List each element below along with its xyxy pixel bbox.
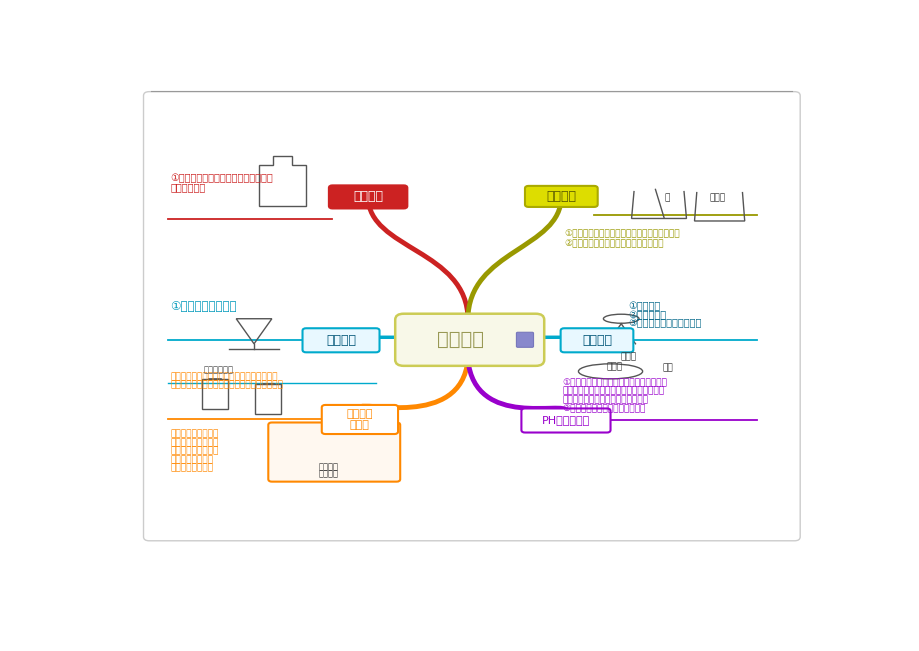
Text: 二氧化碳: 二氧化碳	[319, 469, 338, 478]
FancyBboxPatch shape	[268, 422, 400, 482]
Text: ①将浓硫酸缓慢倒入水中，并用玻璃棒不断搅拌: ①将浓硫酸缓慢倒入水中，并用玻璃棒不断搅拌	[563, 229, 679, 238]
FancyBboxPatch shape	[395, 314, 544, 366]
Text: 净的玻璃棒蘸取待测液点滴于试纸上，观察: 净的玻璃棒蘸取待测液点滴于试纸上，观察	[562, 387, 664, 395]
Text: 燃烧实验: 燃烧实验	[353, 191, 382, 203]
Text: PH的使用方法: PH的使用方法	[541, 415, 589, 426]
Text: 验验时要深入瓶中: 验验时要深入瓶中	[170, 464, 213, 473]
Text: ③不能用手去拿热的蒸发皿: ③不能用手去拿热的蒸发皿	[628, 318, 701, 328]
Text: 实验操作: 实验操作	[437, 330, 483, 350]
Text: 气体检验
与验满: 气体检验 与验满	[346, 409, 373, 430]
Text: ②不能将水倒入浓硫酸中，防止酸液飞溅: ②不能将水倒入浓硫酸中，防止酸液飞溅	[563, 238, 663, 247]
Text: 木棒熄灭: 木棒熄灭	[319, 462, 338, 471]
Text: 则是将带火星的木条伸入瓶中，现象则都是点燃: 则是将带火星的木条伸入瓶中，现象则都是点燃	[170, 380, 283, 389]
Text: 过滤操作: 过滤操作	[325, 334, 356, 347]
Text: 验满是放在瓶口，: 验满是放在瓶口，	[170, 455, 213, 464]
Text: ①一贴、二低、三靠: ①一贴、二低、三靠	[170, 299, 237, 312]
Text: 氢气验纯是带火星的木条对在瓶口，检验氢气: 氢气验纯是带火星的木条对在瓶口，检验氢气	[170, 372, 278, 381]
FancyBboxPatch shape	[322, 405, 398, 434]
FancyBboxPatch shape	[560, 328, 632, 352]
FancyBboxPatch shape	[329, 186, 407, 208]
Text: ②玻璃棒搅拌: ②玻璃棒搅拌	[628, 310, 665, 320]
FancyBboxPatch shape	[143, 92, 800, 541]
Text: 蒸发结晶: 蒸发结晶	[582, 334, 611, 347]
Text: 都是用带火星的木条: 都是用带火星的木条	[170, 438, 219, 447]
FancyBboxPatch shape	[525, 186, 597, 207]
Text: 待测液: 待测液	[606, 362, 621, 371]
Text: 浓硫酸: 浓硫酸	[709, 193, 725, 202]
Text: 溶解稀释: 溶解稀释	[546, 190, 575, 203]
Text: 玻璃棒: 玻璃棒	[619, 352, 636, 361]
Bar	[202, 379, 227, 409]
Text: 变化后的颜色，并与标准比色卡对比: 变化后的颜色，并与标准比色卡对比	[562, 395, 648, 404]
Bar	[255, 384, 281, 414]
Text: 来，着是带在瓶口，: 来，着是带在瓶口，	[170, 447, 219, 456]
Text: 水: 水	[664, 193, 670, 202]
FancyBboxPatch shape	[302, 328, 380, 352]
Text: 或留少量的水: 或留少量的水	[170, 182, 206, 192]
Text: ①取一小块试纸在表面皿或玻璃片上，用洁: ①取一小块试纸在表面皿或玻璃片上，用洁	[562, 378, 667, 387]
Text: ①铁丝燃烧时，瓶于底部要铺一层细沙: ①铁丝燃烧时，瓶于底部要铺一层细沙	[170, 173, 273, 184]
Text: 带火星的木条: 带火星的木条	[203, 365, 233, 374]
Text: 二氧化碳验验和验满: 二氧化碳验验和验满	[170, 430, 219, 439]
Text: ①外焰加热: ①外焰加热	[628, 301, 660, 311]
FancyBboxPatch shape	[516, 332, 533, 347]
FancyBboxPatch shape	[521, 408, 610, 432]
Text: 试纸: 试纸	[662, 363, 672, 372]
Text: ②不能直接将试纸浸入被测液体中: ②不能直接将试纸浸入被测液体中	[562, 404, 645, 413]
